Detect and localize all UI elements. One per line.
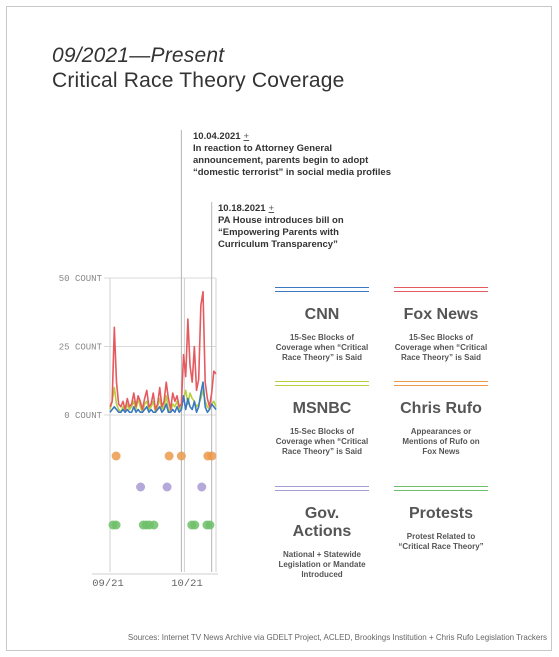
series-line-fox-news — [109, 290, 217, 411]
legend-label: Fox News — [403, 306, 479, 323]
event-dot-chris-rufo — [164, 451, 174, 461]
legend-swatch — [394, 287, 488, 292]
legend-description-line: Introduced — [301, 570, 343, 579]
y-tick-label: 25 COUNT — [59, 343, 103, 353]
annotation-date: 10.18.2021 — [218, 203, 266, 214]
legend-description-line: Legislation or Mandate — [278, 560, 366, 569]
legend-description-line: 15-Sec Blocks of — [408, 333, 474, 342]
annotation-expand-icon[interactable]: + — [243, 131, 250, 142]
series-line-cnn — [109, 381, 217, 414]
legend-swatch — [275, 287, 369, 292]
legend-description: 15-Sec Blocks of Coverage when “Critical… — [393, 333, 489, 363]
sources-note: Sources: Internet TV News Archive via GD… — [127, 633, 547, 642]
annotation-text-line: announcement, parents begin to adopt — [193, 155, 369, 166]
legend-label: Gov. Actions — [292, 505, 352, 540]
legend-item-msnbc: MSNBC 15-Sec Blocks of Coverage when “Cr… — [274, 381, 370, 457]
legend-description-line: National + Statewide — [282, 550, 362, 559]
legend-description: National + Statewide Legislation or Mand… — [274, 550, 370, 580]
legend-description-line: Coverage when “Critical — [275, 343, 369, 352]
annotation-text-line: “domestic terrorist” in social media pro… — [193, 167, 391, 178]
x-tick-label: 10/21 — [171, 578, 203, 590]
chart-frame — [6, 6, 552, 651]
legend-label: MSNBC — [292, 400, 352, 417]
legend-description-line: Coverage when “Critical — [394, 343, 488, 352]
annotation-oct-04: 10.04.2021 + In reaction to Attorney Gene… — [193, 131, 391, 179]
legend-description-line: Coverage when “Critical — [275, 437, 369, 446]
legend-description: Protest Related to “Critical Race Theory… — [393, 532, 489, 552]
legend-description-line: Protest Related to — [406, 532, 476, 541]
event-dot-gov-actions — [136, 482, 146, 492]
legend-description-line: Race Theory” is Said — [400, 353, 482, 362]
legend-description-line: Appearances or — [410, 427, 472, 436]
event-dot-gov-actions — [197, 482, 207, 492]
annotation-text-line: “Empowering Parents with — [218, 227, 339, 238]
legend-item-protests: Protests Protest Related to “Critical Ra… — [393, 486, 489, 552]
legend-item-cnn: CNN 15-Sec Blocks of Coverage when “Crit… — [274, 287, 370, 363]
legend-description-line: 15-Sec Blocks of — [289, 427, 355, 436]
event-dot-chris-rufo — [111, 451, 121, 461]
annotation-date: 10.04.2021 — [193, 131, 241, 142]
legend-item-gov-actions: Gov. Actions National + Statewide Legisl… — [274, 486, 370, 580]
annotation-oct-18: 10.18.2021 + PA House introduces bill on … — [218, 203, 344, 251]
event-dot-protests — [190, 520, 200, 530]
chart-title: Critical Race Theory Coverage — [52, 69, 345, 92]
annotation-text-line: In reaction to Attorney General — [193, 143, 333, 154]
annotation-text-line: PA House introduces bill on — [218, 215, 344, 226]
legend-item-fox-news: Fox News 15-Sec Blocks of Coverage when … — [393, 287, 489, 363]
annotation-text-line: Curriculum Transparency” — [218, 239, 338, 250]
x-tick-label: 09/21 — [92, 578, 124, 590]
y-tick-label: 0 COUNT — [64, 411, 102, 421]
legend-swatch — [275, 381, 369, 386]
legend-item-chris-rufo: Chris Rufo Appearances or Mentions of Ru… — [393, 381, 489, 457]
legend-swatch — [394, 381, 488, 386]
legend-description: 15-Sec Blocks of Coverage when “Critical… — [274, 333, 370, 363]
legend-description: 15-Sec Blocks of Coverage when “Critical… — [274, 427, 370, 457]
legend-description-line: Race Theory” is Said — [281, 447, 363, 456]
legend-description: Appearances or Mentions of Rufo on Fox N… — [393, 427, 489, 457]
legend-description-line: “Critical Race Theory” — [398, 542, 484, 551]
legend-description-line: Fox News — [422, 447, 460, 456]
annotation-expand-icon[interactable]: + — [268, 203, 275, 214]
legend-description-line: Race Theory” is Said — [281, 353, 363, 362]
legend-swatch — [394, 486, 488, 491]
event-dot-gov-actions — [162, 482, 172, 492]
legend-description-line: Mentions of Rufo on — [402, 437, 480, 446]
legend-description-line: 15-Sec Blocks of — [289, 333, 355, 342]
y-tick-label: 50 COUNT — [59, 274, 103, 284]
legend-label: Chris Rufo — [400, 400, 482, 417]
event-dot-protests — [205, 520, 215, 530]
event-dot-protests — [149, 520, 159, 530]
legend-label: Protests — [408, 505, 474, 522]
event-dot-protests — [111, 520, 121, 530]
legend-swatch — [275, 486, 369, 491]
chart-title-date-range: 09/2021—Present — [52, 44, 225, 67]
event-dot-chris-rufo — [207, 451, 217, 461]
event-dot-chris-rufo — [176, 451, 186, 461]
legend-label: CNN — [304, 306, 340, 323]
